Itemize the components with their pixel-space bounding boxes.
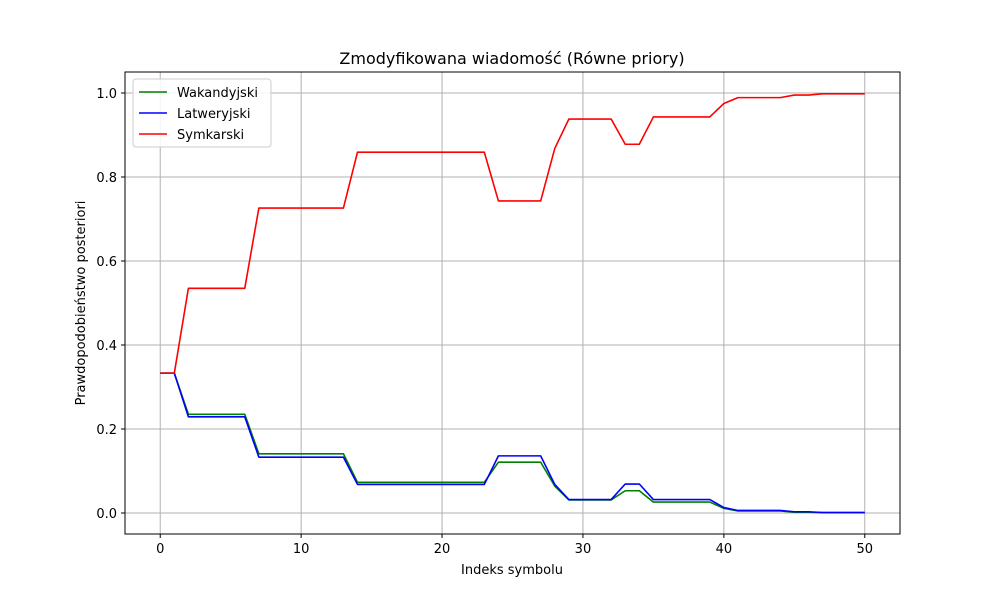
x-tick-label: 20: [434, 542, 451, 557]
y-tick-label: 0.4: [96, 339, 117, 354]
x-tick-label: 40: [716, 542, 733, 557]
series-line-latweryjski: [160, 372, 865, 514]
x-tick-label: 50: [856, 542, 873, 557]
plot-area-frame: [124, 71, 901, 535]
chart-title: Zmodyfikowana wiadomość (Równe priory): [339, 49, 684, 68]
y-tick-label: 0.0: [96, 507, 117, 522]
legend-label: Symkarski: [177, 128, 244, 143]
y-axis-label: Prawdopodobieństwo posteriori: [74, 201, 89, 406]
x-axis-label: Indeks symbolu: [461, 563, 563, 578]
x-tick-label: 10: [293, 542, 310, 557]
y-tick-label: 0.8: [96, 171, 117, 186]
series-lines: [160, 93, 865, 514]
legend: Wakandyjski Latweryjski Symkarski: [132, 78, 272, 148]
y-tick-label: 1.0: [96, 87, 117, 102]
x-tick-label: 30: [575, 542, 592, 557]
x-tick-label: 0: [156, 542, 164, 557]
legend-box: [132, 78, 272, 148]
legend-label: Wakandyjski: [177, 86, 258, 101]
legend-label: Latweryjski: [177, 107, 251, 122]
y-axis-ticks: 0.0 0.2 0.4 0.6 0.8 1.0: [96, 87, 125, 522]
y-tick-label: 0.6: [96, 255, 117, 270]
x-axis-ticks: 0 10 20 30 40 50: [156, 534, 873, 557]
series-line-symkarski: [160, 93, 865, 374]
y-tick-label: 0.2: [96, 423, 117, 438]
grid: [125, 72, 900, 534]
